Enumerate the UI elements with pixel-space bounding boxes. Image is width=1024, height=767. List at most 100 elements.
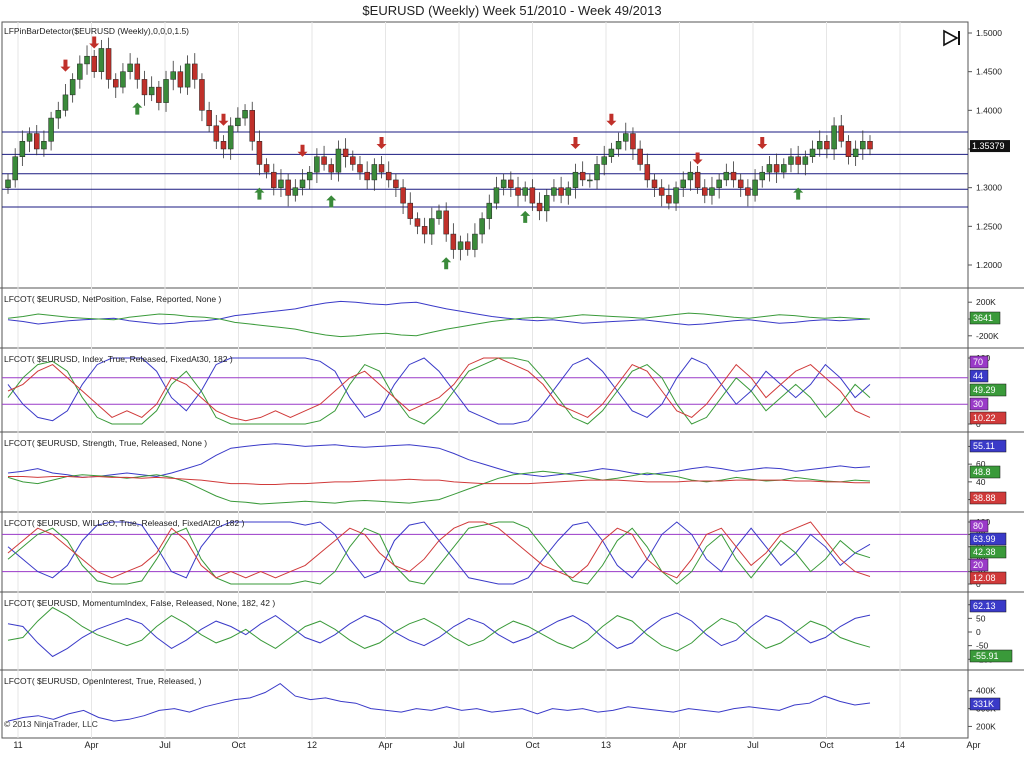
candle-body xyxy=(256,141,263,165)
candle-body xyxy=(860,141,866,150)
value-badge-bg xyxy=(969,397,989,411)
candle-body xyxy=(464,241,471,250)
x-tick-label: 14 xyxy=(895,740,905,750)
candle-body xyxy=(644,164,651,181)
candle-body xyxy=(98,48,105,72)
x-tick-label: Apr xyxy=(966,740,980,750)
value-badge: 12.08 xyxy=(973,573,996,583)
candle-body xyxy=(357,164,363,173)
candle-body xyxy=(400,187,406,204)
series-line-blue xyxy=(7,612,871,658)
last-price-bg xyxy=(970,140,1010,153)
candle-body xyxy=(838,125,845,142)
pinbar-down-arrow xyxy=(297,144,308,157)
y-tick-label: 1.5000 xyxy=(976,28,1002,38)
series-line-blue xyxy=(7,357,871,425)
candle-body xyxy=(69,79,76,96)
candle-body xyxy=(551,187,557,196)
value-badge-bg xyxy=(969,558,989,572)
value-badge-bg xyxy=(969,532,1007,546)
candle-body xyxy=(824,141,830,150)
candle-body xyxy=(702,187,708,196)
candle-body xyxy=(407,202,414,219)
candle-body xyxy=(694,171,701,188)
candle-body xyxy=(371,164,378,181)
candle-body xyxy=(867,141,873,150)
pinbar-up-arrow xyxy=(520,210,531,223)
x-tick-label: Oct xyxy=(819,740,834,750)
value-badge: 331K xyxy=(973,699,994,709)
candle-body xyxy=(105,48,112,80)
candle-body xyxy=(242,110,248,119)
candle-body xyxy=(802,156,809,165)
value-badge-bg xyxy=(969,411,1007,425)
copyright: © 2013 NinjaTrader, LLC xyxy=(4,719,98,729)
plot-frame xyxy=(1,21,969,739)
candle-body xyxy=(213,125,220,142)
pinbar-up-arrow xyxy=(132,102,143,115)
candle-body xyxy=(414,218,421,227)
chart-title: $EURUSD (Weekly) Week 51/2010 - Week 49/… xyxy=(362,3,662,18)
pinbar-down-arrow xyxy=(89,36,100,49)
candle-body xyxy=(148,86,155,96)
value-badge: 62.13 xyxy=(973,601,996,611)
x-tick-label: Jul xyxy=(159,740,171,750)
value-badge-bg xyxy=(969,545,1007,559)
candle-body xyxy=(55,110,62,119)
indicator-label: LFCOT( $EURUSD, Index, True, Released, F… xyxy=(4,354,233,364)
y-tick-label: 200K xyxy=(976,297,996,307)
candle-body xyxy=(565,187,572,196)
x-tick-label: Oct xyxy=(231,740,246,750)
candle-body xyxy=(587,179,593,182)
indicator-label: LFCOT( $EURUSD, Strength, True, Released… xyxy=(4,438,208,448)
candle-body xyxy=(615,141,622,150)
candle-body xyxy=(271,171,277,188)
play-end-icon[interactable] xyxy=(940,28,964,48)
candle-body xyxy=(522,187,528,196)
candle-body xyxy=(709,187,715,196)
candle-body xyxy=(235,117,241,127)
pinbar-down-arrow xyxy=(570,137,581,149)
candle-body xyxy=(156,86,162,103)
x-tick-label: 13 xyxy=(601,740,611,750)
value-badge: 10.22 xyxy=(973,413,996,423)
candle-body xyxy=(199,79,205,111)
candle-body xyxy=(608,148,615,157)
candle-body xyxy=(816,141,823,150)
y-tick-label: 1.2500 xyxy=(976,221,1002,231)
y-tick-label: 40 xyxy=(976,477,986,487)
candle-body xyxy=(529,187,536,204)
pinbar-up-arrow xyxy=(793,187,804,200)
candle-body xyxy=(508,179,514,188)
value-badge: 38.88 xyxy=(973,493,996,503)
series-line-green xyxy=(7,357,871,425)
series-line-red xyxy=(8,475,871,485)
candle-body xyxy=(328,164,334,173)
candle-body xyxy=(680,179,686,188)
candle-body xyxy=(544,195,550,212)
candle-body xyxy=(759,171,765,181)
candle-body xyxy=(773,164,780,173)
candle-body xyxy=(687,171,694,181)
candle-body xyxy=(163,79,169,103)
candle-body xyxy=(623,133,629,142)
candle-body xyxy=(335,148,342,173)
value-badge: 80 xyxy=(973,521,983,531)
candle-body xyxy=(84,55,90,65)
candle-body xyxy=(393,179,399,188)
series-line-green xyxy=(7,606,871,652)
x-tick-label: Oct xyxy=(525,740,540,750)
series-line-blue xyxy=(7,443,871,478)
candle-body xyxy=(493,187,500,204)
candle-body xyxy=(41,141,47,150)
candle-body xyxy=(500,179,507,188)
candle-body xyxy=(852,148,859,157)
value-badge: 63.99 xyxy=(973,534,996,544)
candle-body xyxy=(752,179,758,196)
candle-body xyxy=(299,179,306,188)
price-panel-label: LFPinBarDetector($EURUSD (Weekly),0,0,0,… xyxy=(4,26,190,36)
y-tick-label: 1.3000 xyxy=(976,183,1002,193)
pinbar-down-arrow xyxy=(692,152,703,165)
candle-body xyxy=(716,179,722,188)
value-badge-bg xyxy=(969,465,1001,479)
